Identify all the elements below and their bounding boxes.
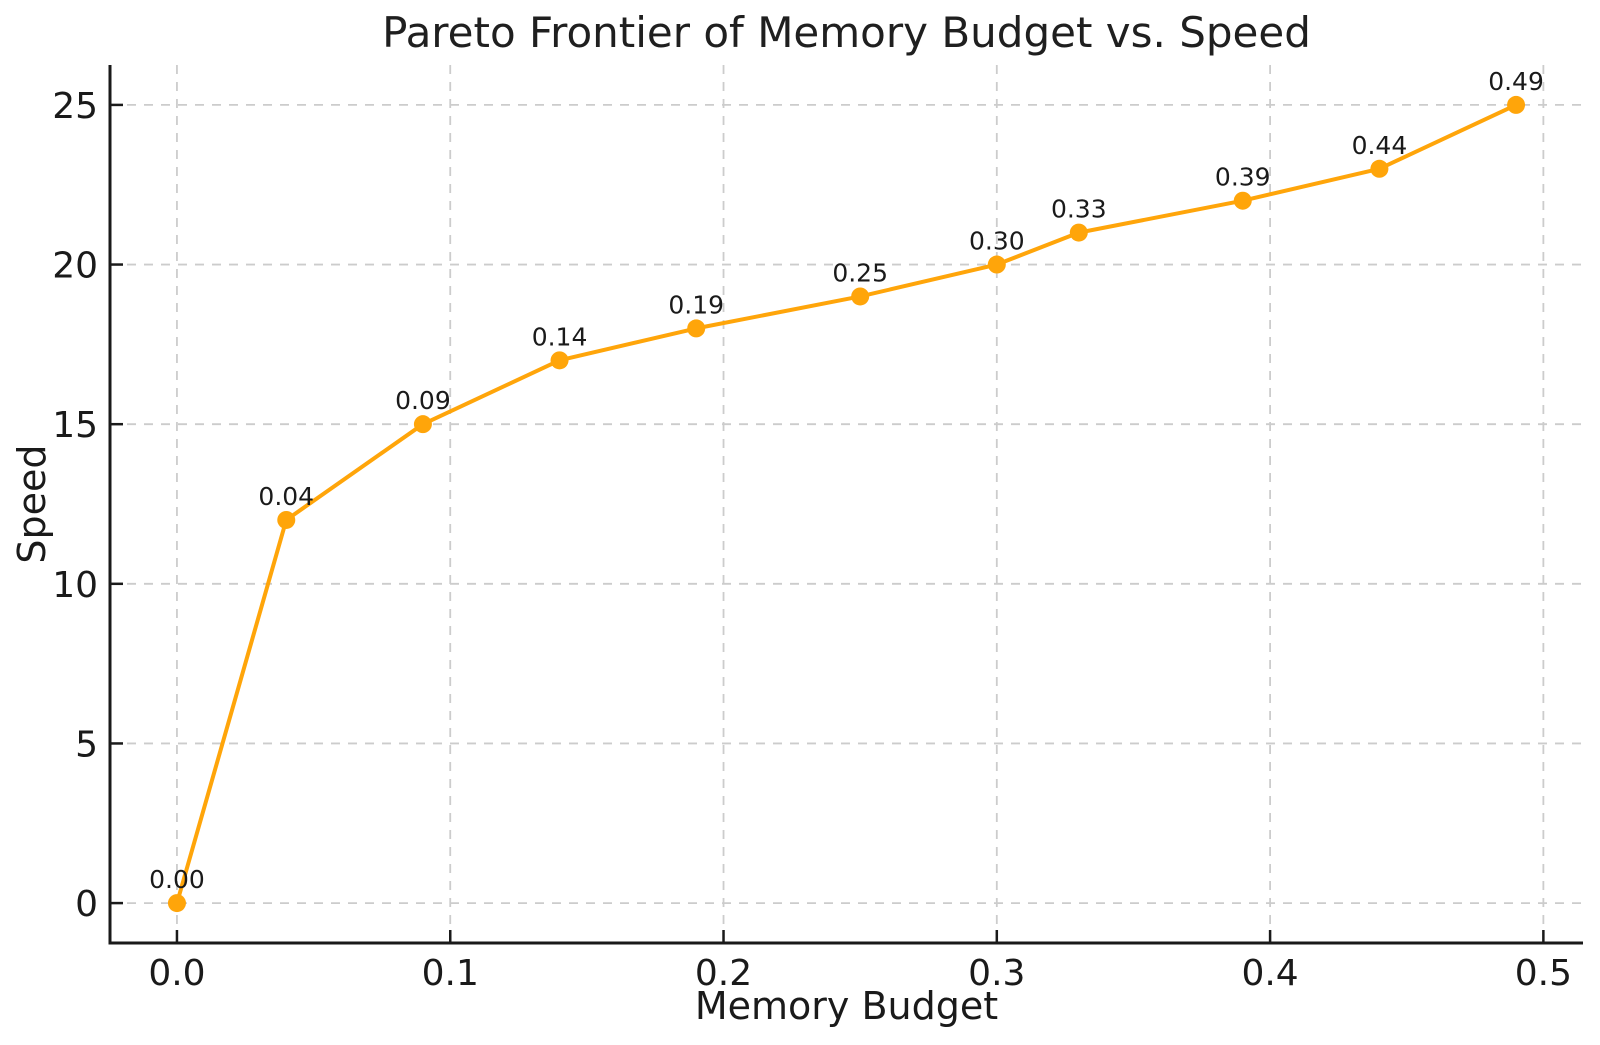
point-label: 0.39: [1215, 163, 1271, 192]
y-tick-label: 15: [52, 405, 98, 446]
data-point: [1233, 191, 1252, 210]
y-tick-label: 20: [52, 246, 98, 287]
x-tick-label: 0.4: [1241, 953, 1298, 994]
chart-title: Pareto Frontier of Memory Budget vs. Spe…: [382, 8, 1311, 57]
data-point: [1069, 223, 1088, 242]
data-point: [167, 894, 186, 913]
point-label: 0.33: [1051, 195, 1107, 224]
data-point: [277, 510, 296, 529]
point-label: 0.04: [258, 482, 314, 511]
data-point: [1370, 159, 1389, 178]
point-label: 0.49: [1488, 67, 1544, 96]
x-tick-label: 0.2: [695, 953, 752, 994]
x-tick-label: 0.1: [422, 953, 479, 994]
point-label: 0.30: [969, 227, 1025, 256]
point-label: 0.25: [832, 258, 888, 287]
data-point: [987, 255, 1006, 274]
x-tick-label: 0.3: [968, 953, 1025, 994]
y-tick-label: 0: [75, 884, 98, 925]
point-label: 0.14: [532, 322, 588, 351]
data-point: [687, 319, 706, 338]
y-tick-label: 10: [52, 565, 98, 606]
data-point: [851, 287, 870, 306]
data-point: [1507, 95, 1526, 114]
x-axis-label: Memory Budget: [694, 984, 999, 1028]
data-point: [550, 351, 569, 370]
point-label: 0.19: [668, 290, 724, 319]
point-label: 0.00: [149, 865, 205, 894]
series-line: [174, 102, 1519, 906]
data-point: [413, 415, 432, 434]
x-tick-label: 0.5: [1515, 953, 1572, 994]
y-tick-label: 5: [75, 724, 98, 765]
point-label: 0.09: [395, 386, 451, 415]
x-tick-label: 0.0: [148, 953, 205, 994]
y-tick-label: 25: [52, 86, 98, 127]
point-label: 0.44: [1352, 131, 1408, 160]
